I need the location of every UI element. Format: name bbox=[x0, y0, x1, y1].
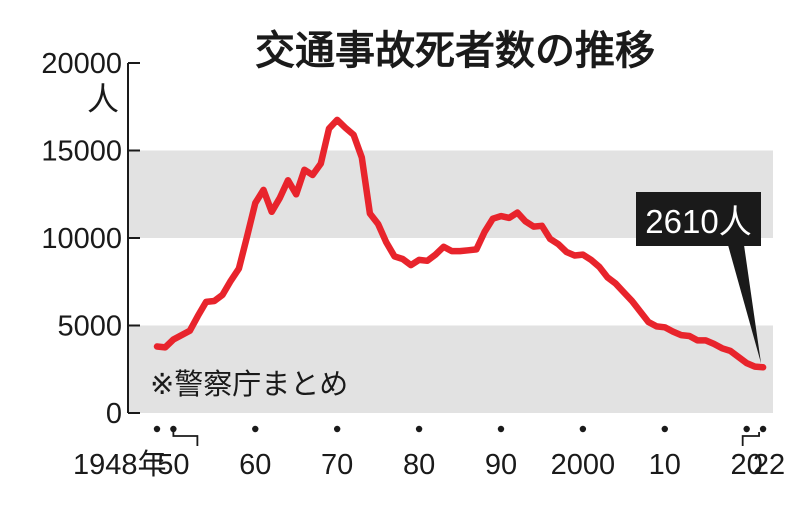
series-layer bbox=[153, 116, 767, 371]
y-tick-label: 20000 bbox=[41, 48, 122, 80]
background-band bbox=[128, 325, 773, 413]
x-tick-label: 90 bbox=[485, 449, 517, 481]
value-callout: 2610人 bbox=[636, 192, 762, 364]
x-tick-label: 20 bbox=[731, 449, 763, 481]
x-tick-label: 1948年 bbox=[73, 448, 167, 481]
y-tick-label: 0 bbox=[106, 398, 122, 430]
x-tick-dot bbox=[497, 425, 505, 433]
series-line bbox=[153, 116, 767, 371]
chart-title: 交通事故死者数の推移 bbox=[255, 29, 655, 73]
x-tick-dot bbox=[759, 425, 767, 433]
x-tick-label: 60 bbox=[239, 449, 271, 481]
x-tick-dot bbox=[661, 425, 668, 433]
y-tick-label: 5000 bbox=[57, 311, 122, 343]
source-note: ※警察庁まとめ bbox=[150, 368, 348, 401]
callout-box bbox=[636, 192, 761, 246]
x-tick-label: 22 bbox=[753, 449, 785, 481]
y-axis-unit-label: 人 bbox=[87, 81, 119, 117]
x-tick-label: 80 bbox=[403, 449, 435, 481]
x-tick-dot bbox=[579, 425, 587, 433]
x-tick-label: 70 bbox=[321, 449, 353, 481]
x-tick-dot bbox=[170, 425, 177, 433]
y-tick-label: 10000 bbox=[41, 223, 122, 255]
y-tick-label: 15000 bbox=[41, 136, 122, 168]
x-tick-label: 10 bbox=[649, 449, 681, 481]
x-tick-dot bbox=[415, 425, 423, 433]
x-tick-dot bbox=[743, 425, 750, 433]
x-tick-bracket bbox=[741, 432, 760, 446]
x-tick-dot bbox=[333, 425, 341, 433]
callout-label: 2610人 bbox=[645, 203, 751, 240]
x-tick-bracket bbox=[172, 432, 199, 446]
x-tick-dot bbox=[153, 425, 161, 433]
y-axis: 0 5000 10000 15000 20000 bbox=[41, 48, 140, 430]
callout-pointer bbox=[728, 245, 762, 364]
x-tick-label: 50 bbox=[157, 449, 189, 481]
x-tick-label: 2000 bbox=[551, 449, 616, 481]
x-tick-dot bbox=[252, 425, 259, 433]
